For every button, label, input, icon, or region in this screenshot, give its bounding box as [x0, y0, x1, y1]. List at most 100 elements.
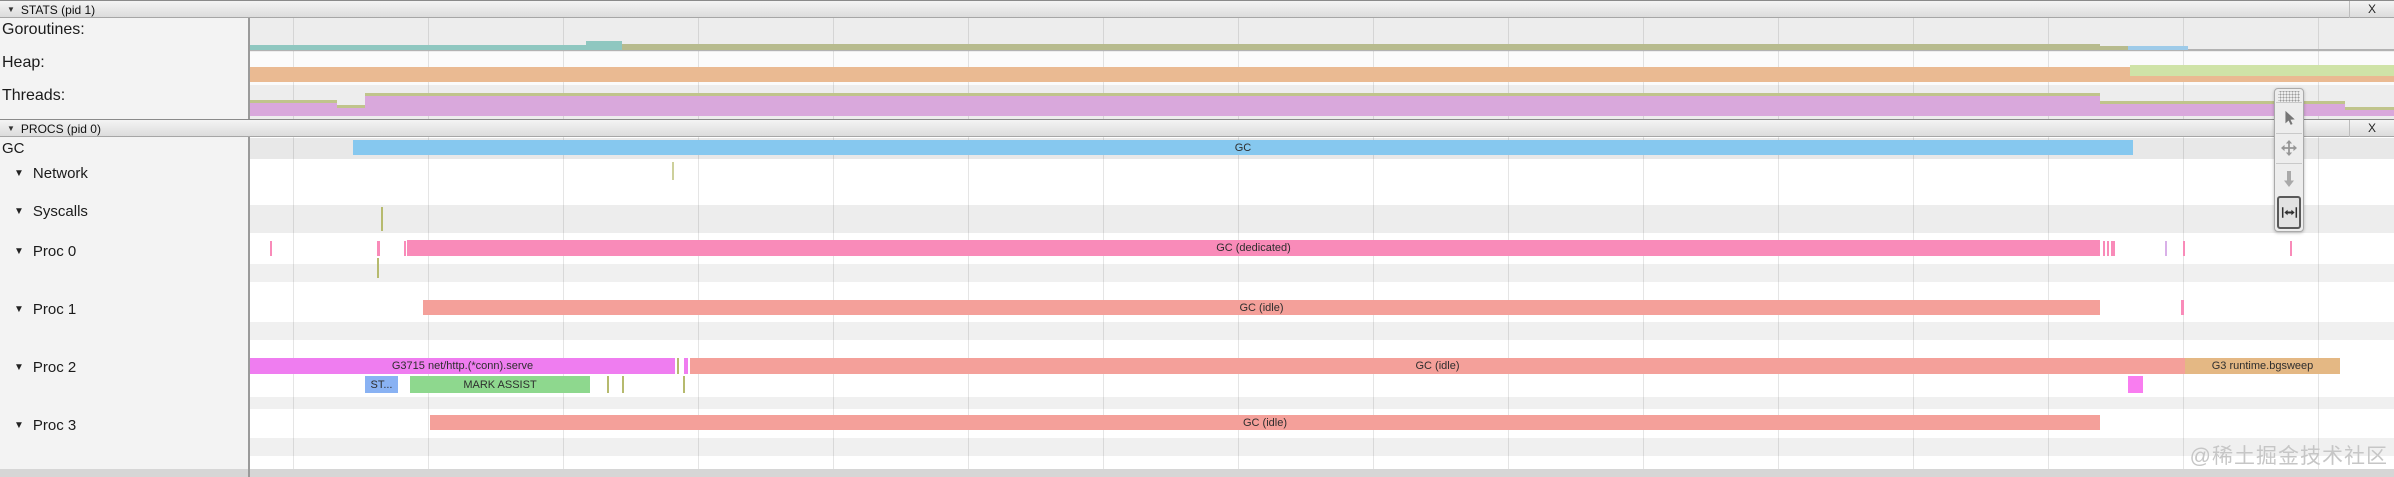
collapse-arrow-icon[interactable]: ▼ [14, 419, 24, 431]
procs-close-button[interactable]: X [2349, 120, 2394, 137]
track-row-proc3[interactable]: ▼ Proc 3 [0, 416, 248, 434]
gc-idle-slice[interactable]: GC (idle) [690, 358, 2185, 374]
collapse-arrow-icon[interactable]: ▼ [14, 245, 24, 257]
goroutines-chart-segment [622, 44, 2100, 50]
horizontal-scrollbar[interactable] [0, 469, 2394, 477]
collapse-arrow-icon[interactable]: ▼ [14, 303, 24, 315]
gc-slice[interactable]: GC [353, 140, 2133, 155]
proc2-sub-event-tick[interactable] [622, 376, 624, 393]
threads-chart-segment [337, 105, 365, 108]
goroutines-baseline [250, 49, 2394, 51]
proc0-event-tick[interactable] [2107, 241, 2109, 256]
stats-panel-title-text: STATS (pid 1) [20, 3, 96, 17]
heap-chart-segment [2130, 76, 2394, 82]
collapse-arrow-icon[interactable]: ▼ [14, 205, 24, 217]
stats-row-heap: Heap: [0, 54, 248, 72]
slice-label: GC (idle) [1415, 360, 1460, 372]
toolbar-drag-handle[interactable] [2278, 91, 2300, 102]
mark-assist-slice[interactable]: MARK ASSIST [410, 376, 590, 393]
proc0-event-tick[interactable] [2103, 241, 2105, 256]
collapse-arrow-icon[interactable]: ▼ [14, 167, 24, 179]
slice-label: GC [1234, 141, 1252, 154]
goroutines-chart-segment [2128, 46, 2188, 50]
collapse-arrow-icon[interactable]: ▼ [7, 124, 15, 133]
slice-label: G3715 net/http.(*conn).serve [391, 360, 534, 372]
threads-chart-segment [2345, 110, 2394, 116]
proc0-event-tick[interactable] [2290, 241, 2292, 256]
slice-label: MARK ASSIST [463, 378, 537, 391]
pan-tool-button[interactable] [2276, 132, 2302, 164]
proc0-event-tick[interactable] [377, 241, 380, 256]
threads-chart-segment [337, 108, 365, 116]
network-track-label: Network [32, 164, 88, 182]
goroutines-label: Goroutines: [2, 21, 85, 38]
zoom-arrow-icon [2284, 170, 2294, 187]
collapse-arrow-icon[interactable]: ▼ [7, 5, 15, 14]
proc0-event-tick[interactable] [270, 241, 272, 256]
proc2-track-band [250, 397, 2394, 409]
syscall-event-tick[interactable] [381, 207, 383, 231]
slice-label: GC (dedicated) [1216, 242, 1291, 254]
mode-toolbar[interactable] [2274, 88, 2304, 232]
threads-chart-segment [365, 93, 2100, 96]
proc2-sub-event-tick[interactable] [607, 376, 609, 393]
proc2-sub-event[interactable] [2128, 376, 2143, 393]
procs-panel-title-text: PROCS (pid 0) [20, 122, 101, 136]
cursor-icon [2285, 110, 2295, 125]
proc3-track-label: Proc 3 [32, 416, 77, 434]
gc-idle-slice[interactable]: GC (idle) [430, 415, 2100, 430]
timing-tool-button[interactable] [2277, 195, 2301, 229]
slice-label: ST... [370, 378, 393, 391]
track-row-syscalls[interactable]: ▼ Syscalls [0, 202, 248, 220]
track-row-gc[interactable]: GC [0, 139, 248, 157]
threads-chart-segment [250, 103, 337, 116]
goroutines-chart-segment [250, 45, 586, 50]
stats-panel-title: ▼ STATS (pid 1) [7, 3, 95, 17]
gc-track-label: GC [2, 139, 25, 157]
track-row-proc1[interactable]: ▼ Proc 1 [0, 300, 248, 318]
slice-label: G3 runtime.bgsweep [2211, 360, 2314, 372]
proc0-event-tick[interactable] [2165, 241, 2167, 256]
threads-chart-segment [2345, 107, 2394, 110]
threads-chart-segment [2100, 101, 2345, 104]
syscalls-track-label: Syscalls [32, 202, 88, 220]
sweep-slice[interactable]: ST... [365, 376, 398, 393]
goroutines-chart-segment [2100, 46, 2128, 50]
proc0-event-tick[interactable] [2183, 241, 2185, 256]
proc0-track-label: Proc 0 [32, 242, 77, 260]
proc1-track-label: Proc 1 [32, 300, 77, 318]
slice-label: GC (idle) [1242, 416, 1287, 429]
procs-panel-title: ▼ PROCS (pid 0) [7, 122, 101, 136]
track-row-proc0[interactable]: ▼ Proc 0 [0, 242, 248, 260]
collapse-arrow-icon[interactable]: ▼ [14, 361, 24, 373]
proc0-track-band [250, 264, 2394, 282]
threads-chart-segment [250, 100, 337, 103]
proc3-track-band [250, 438, 2394, 456]
heap-chart-segment [250, 67, 2130, 82]
proc0-sub-event-tick[interactable] [377, 258, 379, 278]
proc2-sub-event-tick[interactable] [683, 376, 685, 393]
slice-label: GC (idle) [1239, 301, 1284, 314]
timing-icon [2281, 207, 2297, 218]
proc0-event-tick[interactable] [404, 241, 406, 256]
zoom-tool-button[interactable] [2276, 163, 2302, 194]
gc-dedicated-slice[interactable]: GC (dedicated) [407, 240, 2100, 256]
goroutine-slice[interactable]: G3715 net/http.(*conn).serve [250, 358, 675, 374]
threads-chart-segment [2100, 104, 2345, 116]
track-row-network[interactable]: ▼ Network [0, 164, 248, 182]
stats-close-button[interactable]: X [2349, 1, 2394, 18]
proc2-event-tick[interactable] [684, 358, 688, 374]
bgsweep-slice[interactable]: G3 runtime.bgsweep [2185, 358, 2340, 374]
threads-chart-segment [365, 96, 2100, 116]
selection-tool-button[interactable] [2276, 102, 2302, 133]
proc0-event-tick[interactable] [2111, 241, 2115, 256]
track-row-proc2[interactable]: ▼ Proc 2 [0, 358, 248, 376]
watermark-text: @稀土掘金技术社区 [2189, 445, 2388, 468]
network-event-tick[interactable] [672, 162, 674, 180]
proc1-event-tick[interactable] [2181, 300, 2184, 315]
threads-label: Threads: [2, 87, 66, 104]
gc-idle-slice[interactable]: GC (idle) [423, 300, 2100, 315]
proc2-event-tick[interactable] [677, 358, 679, 374]
